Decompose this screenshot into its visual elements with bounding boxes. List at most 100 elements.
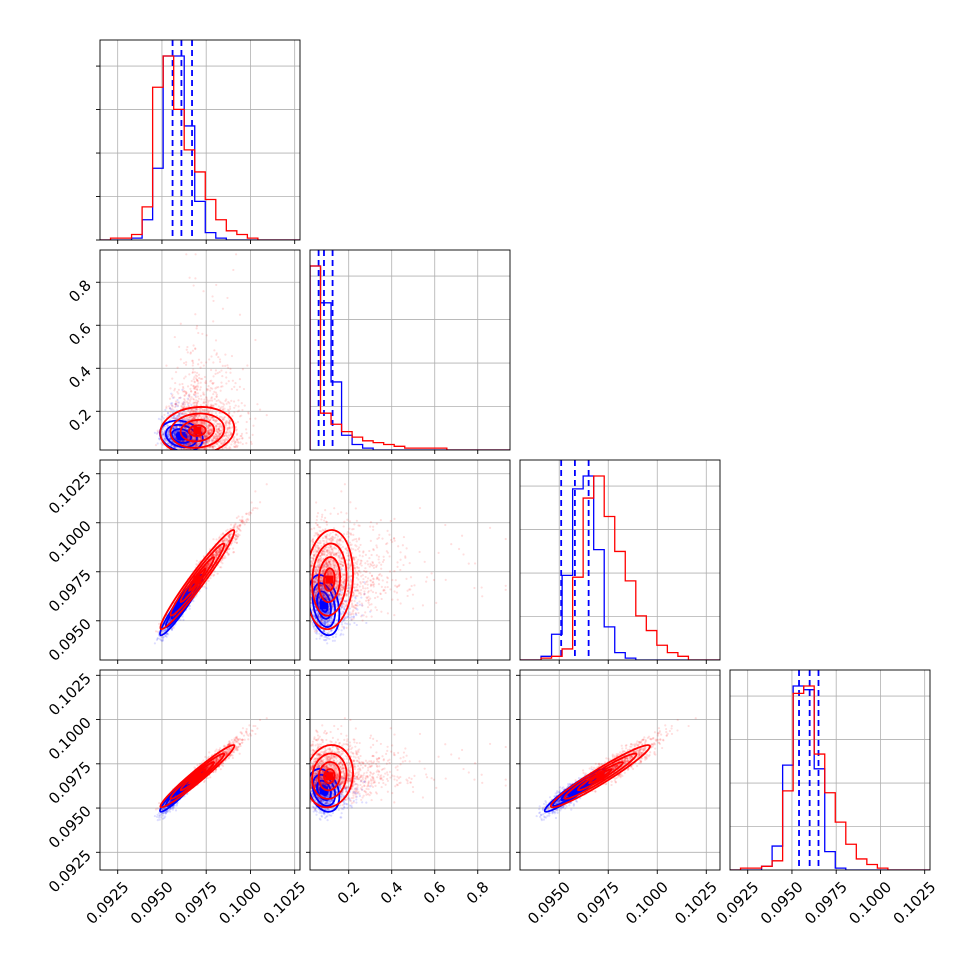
scatter-point bbox=[186, 345, 189, 349]
scatter-point bbox=[167, 430, 170, 434]
scatter-point bbox=[194, 385, 198, 388]
scatter-point bbox=[185, 391, 188, 394]
scatter-point bbox=[193, 421, 196, 424]
scatter-point bbox=[172, 427, 175, 430]
scatter-point bbox=[194, 313, 197, 316]
scatter-point bbox=[212, 404, 215, 408]
scatter-point bbox=[200, 398, 203, 401]
scatter-point bbox=[199, 410, 202, 413]
scatter-point bbox=[166, 632, 169, 635]
scatter-point bbox=[187, 418, 190, 421]
scatter-point bbox=[228, 427, 231, 430]
scatter-point bbox=[170, 392, 173, 395]
scatter-point bbox=[236, 420, 240, 424]
scatter-point bbox=[185, 432, 188, 435]
scatter-point bbox=[159, 442, 162, 445]
scatter-point bbox=[179, 396, 182, 399]
scatter-point bbox=[203, 417, 206, 420]
scatter-point bbox=[227, 422, 231, 425]
scatter-point bbox=[234, 429, 238, 432]
scatter-point bbox=[172, 426, 175, 430]
scatter-point bbox=[191, 370, 195, 374]
scatter-point bbox=[178, 412, 181, 416]
scatter-point bbox=[218, 360, 222, 363]
scatter-point bbox=[215, 352, 218, 355]
scatter-point bbox=[160, 639, 163, 642]
scatter-point bbox=[176, 429, 179, 432]
scatter-point bbox=[173, 433, 176, 436]
scatter-point bbox=[229, 431, 232, 434]
scatter-point bbox=[174, 425, 178, 429]
scatter-point bbox=[169, 407, 172, 410]
scatter-point bbox=[187, 416, 191, 419]
scatter-point bbox=[173, 432, 177, 435]
scatter-point bbox=[173, 433, 176, 436]
scatter-point bbox=[212, 447, 215, 450]
scatter-point bbox=[205, 587, 208, 590]
scatter-point bbox=[174, 403, 177, 406]
scatter-point bbox=[168, 407, 172, 410]
scatter-point bbox=[223, 407, 226, 410]
scatter-point bbox=[187, 442, 190, 445]
median-marker bbox=[193, 426, 202, 435]
scatter-point bbox=[226, 364, 229, 367]
scatter-point bbox=[188, 415, 191, 418]
scatter-point bbox=[183, 439, 186, 442]
scatter-point bbox=[185, 361, 188, 364]
scatter-point bbox=[209, 409, 212, 412]
scatter-point bbox=[221, 375, 224, 378]
scatter-point bbox=[172, 416, 175, 420]
scatter-point bbox=[221, 438, 225, 441]
scatter-point bbox=[195, 443, 198, 446]
scatter-point bbox=[181, 403, 184, 406]
scatter-point bbox=[173, 446, 176, 449]
scatter-point bbox=[172, 432, 175, 435]
scatter-point bbox=[173, 436, 176, 439]
scatter-point bbox=[163, 413, 166, 417]
scatter-point bbox=[194, 409, 197, 412]
scatter-point bbox=[190, 430, 193, 433]
scatter-point bbox=[178, 447, 181, 450]
scatter-point bbox=[205, 447, 208, 450]
scatter-point bbox=[224, 421, 227, 424]
scatter-point bbox=[173, 431, 176, 435]
histogram-series-0 bbox=[100, 55, 300, 240]
axes-frame bbox=[99, 39, 301, 241]
scatter-point bbox=[194, 377, 198, 380]
scatter-point bbox=[206, 425, 209, 428]
scatter-point bbox=[198, 442, 202, 445]
scatter-point bbox=[187, 434, 190, 437]
scatter-point bbox=[212, 418, 215, 422]
scatter-point bbox=[246, 364, 249, 367]
scatter-point bbox=[193, 393, 196, 396]
scatter-point bbox=[219, 401, 223, 404]
scatter-point bbox=[168, 437, 171, 440]
scatter-point bbox=[209, 389, 212, 392]
scatter-point bbox=[207, 384, 210, 388]
scatter-point bbox=[209, 433, 212, 436]
scatter-point bbox=[161, 430, 164, 433]
scatter-point bbox=[211, 295, 214, 298]
scatter-point bbox=[165, 439, 168, 443]
scatter-point bbox=[205, 440, 208, 443]
scatter-point bbox=[205, 416, 208, 419]
scatter-point bbox=[214, 402, 217, 406]
scatter-point bbox=[219, 411, 222, 414]
scatter-point bbox=[233, 406, 236, 409]
histogram-series-1 bbox=[310, 265, 510, 450]
scatter-point bbox=[230, 354, 234, 358]
scatter-point bbox=[237, 399, 240, 402]
scatter-point bbox=[181, 388, 184, 391]
scatter-point bbox=[212, 320, 215, 323]
scatter-point bbox=[188, 402, 191, 405]
scatter-point bbox=[166, 411, 170, 414]
scatter-point bbox=[196, 378, 199, 382]
scatter-point bbox=[167, 435, 170, 438]
scatter-point bbox=[188, 435, 191, 438]
scatter-point bbox=[176, 414, 179, 418]
y-tick-label: 0.6 bbox=[65, 319, 95, 349]
scatter-point bbox=[162, 435, 165, 438]
scatter-point bbox=[222, 403, 226, 406]
scatter-point bbox=[188, 393, 191, 396]
